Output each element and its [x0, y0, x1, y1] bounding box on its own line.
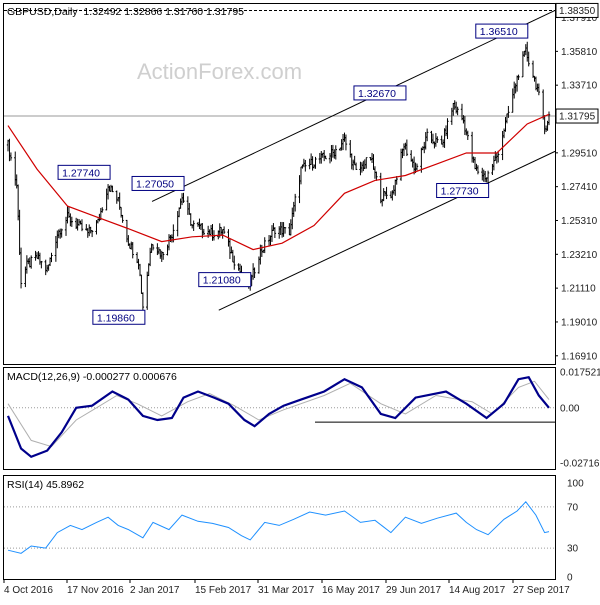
annotation-box: [353, 85, 407, 101]
axis-labels: 1.37910 1.35810 1.33710 1.29510 1.27410 1.253…: [3, 2, 600, 596]
rsi-tick-label: 30: [567, 544, 579, 555]
y-tick-label: 1.27410: [561, 182, 598, 193]
price-annotation: 1.27730: [436, 183, 490, 199]
y-tick-label: 1.19010: [561, 317, 598, 328]
price-annotation: 1.19860: [92, 309, 146, 325]
annotation-box: [57, 164, 111, 180]
y-tick-label: 1.29510: [561, 148, 598, 159]
x-tick-label: 14 Aug 2017: [449, 585, 506, 596]
y-tick-label: 1.23210: [561, 250, 598, 261]
annotation-box: [436, 183, 490, 199]
macd-panel-frame: [3, 367, 556, 470]
annotation-box: [131, 175, 185, 191]
annotation-box: [92, 309, 146, 325]
moving-average-line: [7, 113, 550, 251]
price-panel-frame: [3, 3, 556, 365]
price-annotation: 1.27050: [131, 175, 185, 191]
x-tick-label: 29 Jun 2017: [386, 585, 441, 596]
rsi-panel-frame: [3, 475, 556, 580]
annotation-label: 1.36510: [480, 26, 518, 38]
x-tick-label: 16 May 2017: [322, 585, 380, 596]
watermark: ActionForex.com: [137, 59, 302, 84]
annotation-label: 1.27050: [136, 178, 174, 190]
rsi-layer: [4, 501, 555, 554]
y-tick-label: 1.16910: [561, 351, 598, 362]
price-annotation: 1.36510: [475, 23, 529, 39]
price-annotation: 1.27740: [57, 164, 111, 180]
rsi-tick-label: 0: [567, 573, 573, 584]
x-tick-label: 2 Jan 2017: [130, 585, 180, 596]
annotation-label: 1.21080: [203, 275, 241, 287]
macd-tick-label: -0.027169: [560, 459, 600, 470]
annotation-label: 1.27730: [441, 186, 479, 198]
y-tick-label: 1.33710: [561, 81, 598, 92]
rsi-tick-label: 100: [567, 479, 584, 490]
x-tick-label: 27 Sep 2017: [513, 585, 570, 596]
annotation-label: 1.27740: [62, 167, 100, 179]
price-marker-label: 1.31795: [559, 112, 596, 123]
rsi-line: [7, 501, 550, 554]
current-price-marker: [555, 108, 599, 124]
price-marker-label: 1.38350: [559, 6, 596, 17]
y-tick-label: 1.25310: [561, 216, 598, 227]
price-annotation: 1.21080: [198, 272, 252, 288]
y-tick-label: 1.35810: [561, 47, 598, 58]
macd-title: MACD(12,26,9) -0.000277 0.000676: [7, 371, 177, 383]
y-tick-label: 1.37910: [561, 13, 598, 24]
x-tick-label: 31 Mar 2017: [258, 585, 315, 596]
y-tick-label: 1.21110: [561, 284, 596, 295]
macd-tick-label: 0.017521: [560, 368, 600, 379]
price-header: GBPUSD,Daily 1.32492 1.32866 1.31760 1.3…: [7, 6, 244, 18]
channel-line-upper: [151, 9, 556, 202]
panel-frames: [3, 3, 556, 580]
price-bars: [6, 41, 551, 312]
annotation-label: 1.32670: [358, 88, 396, 100]
macd-line: [6, 375, 550, 459]
x-tick-label: 15 Feb 2017: [195, 585, 252, 596]
macd-tick-label: 0.00: [560, 403, 580, 414]
annotation-box: [475, 23, 529, 39]
macd-layer: [4, 375, 555, 459]
rsi-tick-label: 70: [567, 502, 579, 513]
resistance-marker: [555, 2, 599, 18]
annotation-label: 1.19860: [97, 312, 135, 324]
annotation-box: [198, 272, 252, 288]
x-tick-label: 17 Nov 2016: [67, 585, 124, 596]
price-layer: 1.27740 1.19860 1.27050 1.21080 1.32670 1.277…: [4, 9, 556, 325]
price-annotation: 1.32670: [353, 85, 407, 101]
channel-line-lower: [218, 150, 556, 311]
rsi-title: RSI(14) 45.8962: [7, 479, 84, 491]
x-tick-label: 4 Oct 2016: [4, 585, 53, 596]
macd-signal-line: [7, 380, 550, 448]
